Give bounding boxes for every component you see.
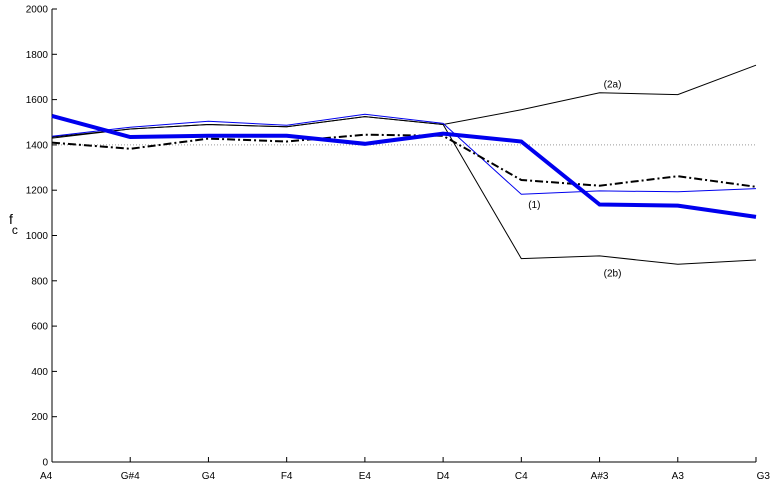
y-tick-label: 0	[42, 458, 48, 469]
axes: 0 200 400 600 800 1000 1200 1400 1600 1800 2000 A4 G…	[26, 5, 771, 483]
y-tick-label: 1000	[26, 231, 49, 242]
y-tick-label: 200	[31, 412, 48, 423]
annotation-layer: (2a) (1) (2b)	[528, 79, 621, 279]
y-tick-label: 2000	[26, 5, 49, 16]
x-tick-label: E4	[359, 471, 372, 482]
series-line-2	[51, 116, 757, 265]
series-line-4	[51, 133, 757, 188]
x-tick-label: A#3	[591, 471, 609, 482]
y-tick-label: 1400	[26, 140, 49, 151]
y-tick-label: 1800	[26, 50, 49, 61]
y-tick-label: 1200	[26, 186, 49, 197]
y-axis-label: fc	[9, 211, 18, 237]
series-line-1	[51, 64, 757, 138]
x-tick-label: A3	[672, 471, 685, 482]
y-axis-label-subscript: c	[12, 223, 18, 237]
annotation-label: (2a)	[604, 79, 622, 90]
x-tick-label: A4	[40, 471, 53, 482]
x-tick-label: D4	[437, 471, 450, 482]
y-tick-label: 600	[31, 322, 48, 333]
y-tick-label: 400	[31, 367, 48, 378]
series-line-5	[51, 113, 757, 219]
y-tick-label: 800	[31, 276, 48, 287]
series-line-3	[51, 113, 757, 195]
y-tick-label: 1600	[26, 95, 49, 106]
x-tick-label: F4	[281, 471, 293, 482]
annotation-label: (1)	[528, 200, 540, 211]
x-tick-label: G#4	[121, 471, 140, 482]
series-layer	[51, 64, 757, 265]
x-tick-label: G3	[757, 471, 771, 482]
x-tick-label: C4	[515, 471, 528, 482]
annotation-label: (2b)	[604, 269, 622, 280]
y-axis-label-main: f	[9, 211, 13, 227]
x-tick-label: G4	[202, 471, 216, 482]
